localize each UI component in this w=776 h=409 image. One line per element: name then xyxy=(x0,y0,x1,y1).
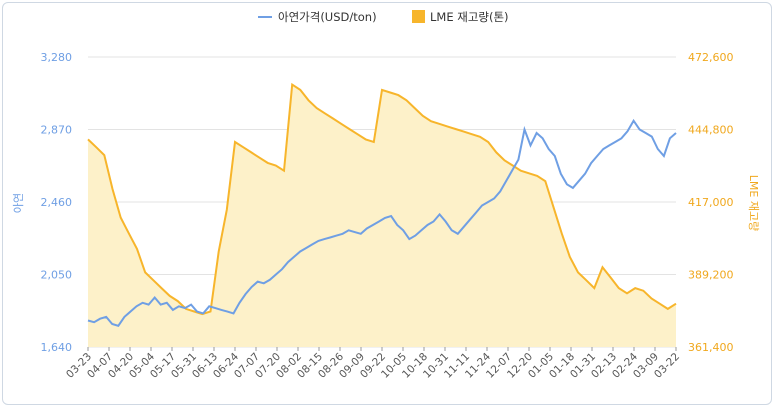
lme-stock-line xyxy=(87,82,677,316)
right-tick-label: 472,600 xyxy=(688,51,734,64)
chart-frame xyxy=(2,2,772,405)
legend-stock-label: LME 재고량(톤) xyxy=(430,10,509,24)
right-tick-label: 361,400 xyxy=(688,341,734,354)
right-tick-label: 444,800 xyxy=(688,124,734,137)
legend: 아연가격(USD/ton) LME 재고량(톤) xyxy=(258,10,509,24)
x-axis-ticks: 03-2304-0704-2005-0405-1705-3106-1306-24… xyxy=(64,347,682,381)
zinc-price-line xyxy=(87,118,677,327)
right-axis-ticks: 361,400 389,200 417,000 444,800 472,600 xyxy=(688,51,734,354)
left-axis-ticks: 1,640 2,050 2,460 2,870 3,280 xyxy=(41,51,73,354)
left-tick-label: 1,640 xyxy=(41,341,73,354)
right-axis-title: LME 재고량 xyxy=(747,175,760,231)
left-tick-label: 2,870 xyxy=(41,124,73,137)
left-axis-title: 아연 xyxy=(12,193,25,213)
left-tick-label: 3,280 xyxy=(41,51,73,64)
right-tick-label: 417,000 xyxy=(688,196,734,209)
right-tick-label: 389,200 xyxy=(688,269,734,282)
left-tick-label: 2,460 xyxy=(41,196,73,209)
left-tick-label: 2,050 xyxy=(41,269,73,282)
legend-stock-swatch xyxy=(412,10,425,23)
legend-zinc-label: 아연가격(USD/ton) xyxy=(278,10,377,24)
